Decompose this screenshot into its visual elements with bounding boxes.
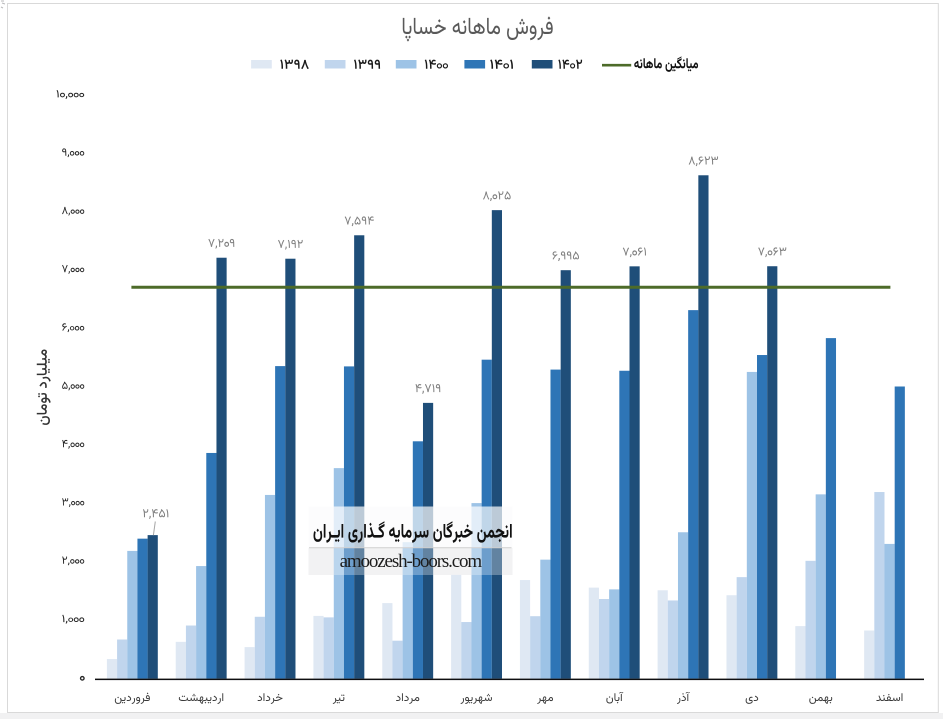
- svg-text:amoozesh-boors.com: amoozesh-boors.com: [340, 551, 483, 572]
